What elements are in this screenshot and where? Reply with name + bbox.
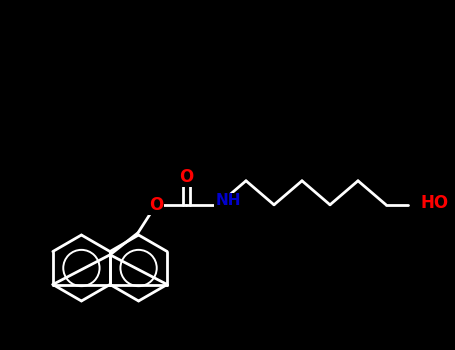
Text: HO: HO xyxy=(420,194,448,212)
Text: NH: NH xyxy=(215,193,241,208)
Text: O: O xyxy=(179,168,193,186)
Text: O: O xyxy=(149,196,163,214)
